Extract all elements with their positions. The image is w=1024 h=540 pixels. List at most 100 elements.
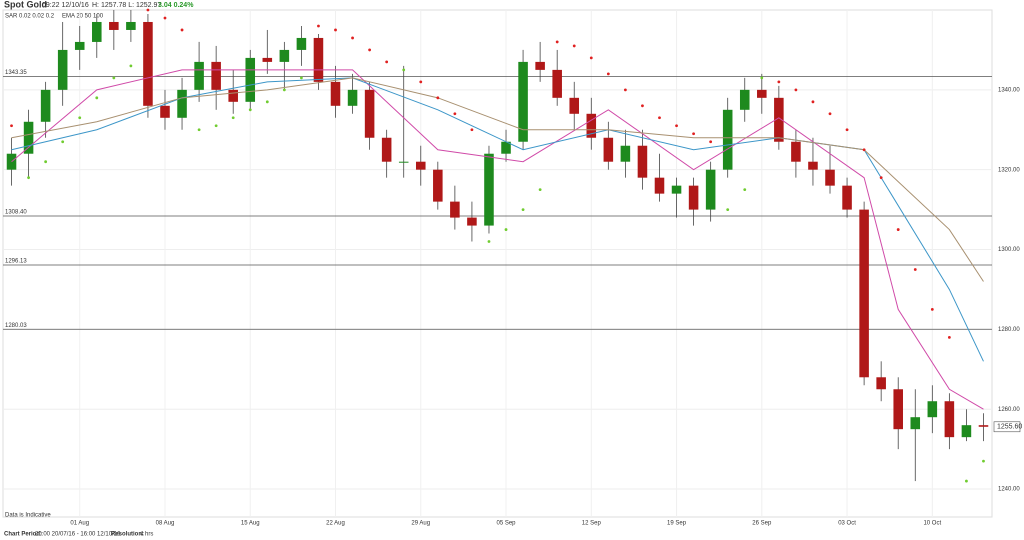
x-tick-label: 19 Sep	[667, 521, 687, 527]
sar-dot	[368, 48, 372, 52]
sar-dot	[95, 96, 99, 100]
sar-dot	[351, 36, 354, 40]
candle-body	[296, 37, 307, 50]
sar-dot	[879, 176, 883, 180]
sar-dot	[589, 56, 593, 60]
high-low: H: 1257.78 L: 1252.97	[92, 2, 161, 9]
candle-body	[774, 97, 784, 142]
sar-dot	[982, 459, 985, 463]
sar-dot	[180, 28, 184, 32]
candle-body	[688, 185, 699, 210]
candle-body	[501, 141, 511, 154]
x-tick-label: 03 Oct	[838, 521, 856, 527]
sar-dot	[470, 128, 474, 132]
candle-body	[143, 21, 153, 106]
sar-dot	[811, 100, 815, 104]
sar-dot	[402, 68, 406, 72]
sar-dot	[487, 240, 491, 243]
candle-body	[194, 61, 204, 90]
sar-dot	[78, 116, 82, 120]
candle-body	[262, 57, 273, 62]
candle-body	[620, 145, 631, 162]
candle-body	[313, 37, 324, 82]
x-tick-label: 15 Aug	[241, 521, 260, 527]
sar-dot	[777, 80, 781, 84]
candle-body	[398, 161, 409, 163]
sar-dot	[504, 228, 508, 231]
sar-dot	[862, 148, 866, 152]
y-tick-label: 1240.00	[998, 487, 1020, 493]
candle-body	[552, 69, 562, 98]
sar-dot	[163, 16, 167, 20]
x-tick-label: 08 Aug	[156, 521, 175, 527]
sar-dot	[436, 96, 440, 100]
sar-dot	[658, 116, 661, 120]
candle-body	[978, 425, 989, 427]
sar-dot	[282, 88, 286, 92]
candle-body	[57, 49, 68, 90]
sar-dot	[521, 208, 525, 212]
chart-title: Spot Gold	[4, 0, 47, 9]
sar-dot	[930, 308, 934, 311]
candle-body	[893, 389, 903, 430]
sar-dot	[760, 76, 764, 80]
candle-body	[433, 169, 443, 202]
candle-body	[92, 21, 102, 42]
sar-label: SAR 0.02 0.02 0.2	[5, 14, 55, 20]
sar-dot	[965, 479, 968, 483]
sar-dot	[692, 132, 695, 136]
last-price-label: 1255.60	[997, 424, 1022, 431]
sar-dot	[675, 124, 678, 128]
sar-dot	[453, 112, 457, 116]
candle-body	[126, 21, 136, 30]
candle-body	[40, 89, 51, 122]
sar-dot	[334, 28, 337, 32]
candle-body	[177, 89, 187, 118]
sar-dot	[265, 100, 269, 104]
y-tick-label: 1320.00	[998, 167, 1020, 173]
sar-dot	[385, 60, 389, 64]
candle-body	[535, 61, 545, 70]
candle-body	[415, 161, 426, 170]
candle-body	[364, 89, 375, 138]
candle-body	[637, 145, 648, 178]
last-price-box	[993, 421, 1021, 433]
level-label: 1280.03	[5, 323, 27, 329]
candle-body	[808, 161, 818, 170]
ema-line	[11, 77, 984, 282]
sar-dot	[317, 24, 320, 28]
footer-period: 20:00 20/07/16 - 16:00 12/10/16	[35, 532, 121, 538]
y-tick-label: 1260.00	[998, 407, 1020, 413]
candle-body	[671, 185, 682, 194]
candle-body	[245, 57, 256, 102]
candle-body	[825, 169, 835, 186]
sar-dot	[231, 116, 235, 120]
timestamp: 09:22 12/10/16	[42, 2, 89, 9]
sar-dot	[146, 8, 150, 12]
sar-dot	[572, 44, 576, 48]
candle-body	[927, 401, 938, 418]
sar-dot	[623, 88, 627, 92]
sar-dot	[44, 160, 48, 164]
x-tick-label: 26 Sep	[752, 521, 772, 527]
candle-body	[228, 89, 238, 102]
sar-dot	[10, 124, 13, 128]
candle-body	[876, 377, 886, 390]
level-label: 1343.35	[5, 70, 27, 76]
candle-body	[586, 113, 597, 138]
sar-dot	[538, 188, 542, 192]
sar-dot	[606, 72, 610, 76]
candle-body	[603, 137, 614, 162]
sar-dot	[300, 76, 303, 80]
ema-line	[11, 69, 984, 410]
x-tick-label: 10 Oct	[923, 521, 941, 527]
candle-body	[23, 121, 34, 154]
candle-body	[74, 41, 85, 50]
candle-body	[109, 21, 119, 30]
candle-body	[160, 105, 170, 118]
candle-body	[347, 89, 358, 106]
candle-body	[842, 185, 852, 210]
x-tick-label: 12 Sep	[582, 521, 602, 527]
candle-body	[467, 217, 477, 226]
